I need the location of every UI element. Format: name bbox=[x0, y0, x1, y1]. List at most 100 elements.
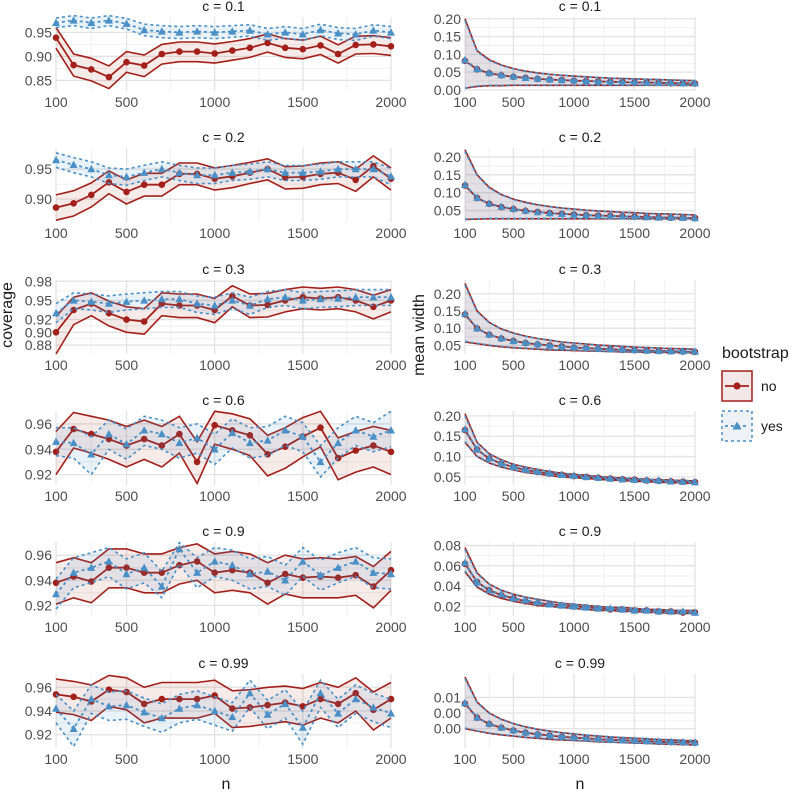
ci-band-no bbox=[56, 155, 391, 221]
data-point-no bbox=[352, 447, 360, 454]
data-point-yes bbox=[69, 724, 78, 732]
panel-coverage-3: 100 500 1000 1500 2000 0.92 0.94 0.96 c = 0.6 bbox=[25, 392, 407, 504]
data-point-yes bbox=[140, 563, 149, 571]
data-point-no bbox=[387, 43, 395, 50]
data-point-no bbox=[123, 58, 130, 66]
data-point-yes bbox=[533, 598, 542, 606]
x-tick-label: 500 bbox=[502, 357, 526, 373]
data-point-no bbox=[370, 41, 377, 48]
x-tick-label: 1000 bbox=[199, 619, 230, 635]
data-point-yes bbox=[485, 454, 494, 462]
data-point-yes bbox=[691, 608, 699, 616]
data-point-yes bbox=[87, 164, 96, 173]
data-point-yes bbox=[245, 301, 254, 309]
legend-label-yes: yes bbox=[761, 418, 783, 434]
data-point-yes bbox=[485, 330, 494, 338]
data-point-yes bbox=[369, 432, 378, 440]
x-tick-label: 1500 bbox=[287, 488, 318, 504]
data-point-yes bbox=[642, 736, 651, 745]
data-point-yes bbox=[228, 296, 237, 304]
data-point-yes bbox=[369, 568, 378, 576]
data-point-no bbox=[140, 318, 148, 325]
x-tick-label: 500 bbox=[502, 619, 526, 635]
data-point-yes bbox=[521, 206, 530, 214]
data-point-no bbox=[52, 34, 60, 41]
y-tick-label: 0.00 bbox=[434, 721, 461, 737]
data-point-no bbox=[105, 73, 113, 81]
y-tick-label: 0.90 bbox=[25, 191, 52, 207]
data-point-yes bbox=[642, 475, 651, 484]
ci-upper-no bbox=[464, 547, 695, 612]
x-tick-label: 2000 bbox=[375, 751, 406, 767]
y-tick-label: 0.90 bbox=[25, 324, 52, 340]
ci-upper-yes bbox=[464, 20, 696, 82]
data-point-yes bbox=[606, 211, 615, 220]
ci-upper-yes bbox=[55, 14, 392, 30]
data-point-yes bbox=[642, 346, 651, 354]
data-point-no bbox=[105, 435, 113, 443]
ci-lower-no bbox=[55, 705, 392, 732]
data-point-yes bbox=[691, 478, 699, 486]
data-point-yes bbox=[52, 155, 60, 164]
data-point-yes bbox=[557, 601, 566, 609]
data-point-yes bbox=[387, 709, 395, 717]
panel-title: c = 0.99 bbox=[198, 655, 248, 671]
data-point-yes bbox=[618, 736, 627, 744]
x-tick-label: 500 bbox=[502, 488, 526, 504]
ci-band-no bbox=[465, 547, 695, 614]
y-tick-label: 0.05 bbox=[434, 203, 461, 219]
panel-width-4: 100 500 1000 1500 2000 0.02 0.04 0.06 0.08 c = 0.… bbox=[434, 523, 711, 635]
data-point-yes bbox=[52, 437, 60, 445]
data-point-yes bbox=[140, 426, 149, 434]
y-tick-label: 0.92 bbox=[25, 312, 52, 328]
data-point-no bbox=[352, 41, 360, 49]
data-point-yes bbox=[298, 30, 307, 38]
data-point-no bbox=[158, 50, 166, 58]
data-point-yes bbox=[316, 167, 325, 175]
ci-upper-yes bbox=[464, 284, 696, 350]
ci-upper-no bbox=[464, 413, 696, 482]
data-point-yes bbox=[298, 168, 307, 176]
x-tick-label: 500 bbox=[502, 94, 526, 110]
data-point-yes bbox=[521, 728, 530, 736]
ci-band-yes bbox=[56, 152, 391, 186]
panel-coverage-0: 100 500 1000 1500 2000 0.85 0.90 0.95 c = 0.1 bbox=[25, 0, 407, 110]
data-point-yes bbox=[281, 699, 290, 708]
data-point-no bbox=[176, 695, 183, 703]
data-point-yes bbox=[298, 296, 307, 304]
data-point-yes bbox=[654, 607, 663, 615]
data-point-yes bbox=[175, 544, 184, 553]
data-point-yes bbox=[582, 472, 591, 481]
data-point-yes bbox=[473, 577, 482, 586]
x-tick-label: 2000 bbox=[679, 225, 710, 241]
ci-lower-yes bbox=[464, 84, 695, 89]
y-tick-label: 0.05 bbox=[434, 337, 461, 353]
x-tick-label: 1500 bbox=[619, 225, 650, 241]
data-point-yes bbox=[157, 164, 166, 173]
ci-band-no bbox=[56, 285, 391, 354]
y-axis-title-left: coverage bbox=[0, 282, 16, 348]
data-point-yes bbox=[654, 346, 663, 355]
data-point-yes bbox=[104, 702, 113, 710]
data-point-no bbox=[387, 695, 395, 703]
data-point-yes bbox=[594, 734, 603, 743]
data-point-yes bbox=[193, 170, 202, 179]
data-point-no bbox=[193, 695, 201, 703]
data-point-no bbox=[70, 693, 77, 701]
data-point-yes bbox=[642, 212, 651, 221]
data-point-yes bbox=[193, 433, 202, 442]
x-tick-label: 2000 bbox=[375, 357, 406, 373]
data-point-yes bbox=[387, 293, 395, 301]
x-tick-label: 2000 bbox=[375, 94, 406, 110]
panel-title: c = 0.9 bbox=[202, 523, 245, 539]
data-point-yes bbox=[387, 172, 395, 180]
data-point-no bbox=[281, 570, 289, 578]
y-tick-label: 0.94 bbox=[25, 703, 52, 719]
data-point-no bbox=[158, 569, 166, 576]
data-point-yes bbox=[140, 708, 149, 716]
data-point-yes bbox=[678, 477, 687, 485]
data-point-yes bbox=[351, 694, 360, 703]
data-point-yes bbox=[52, 704, 60, 712]
x-tick-label: 2000 bbox=[375, 225, 406, 241]
data-point-no bbox=[334, 50, 342, 58]
